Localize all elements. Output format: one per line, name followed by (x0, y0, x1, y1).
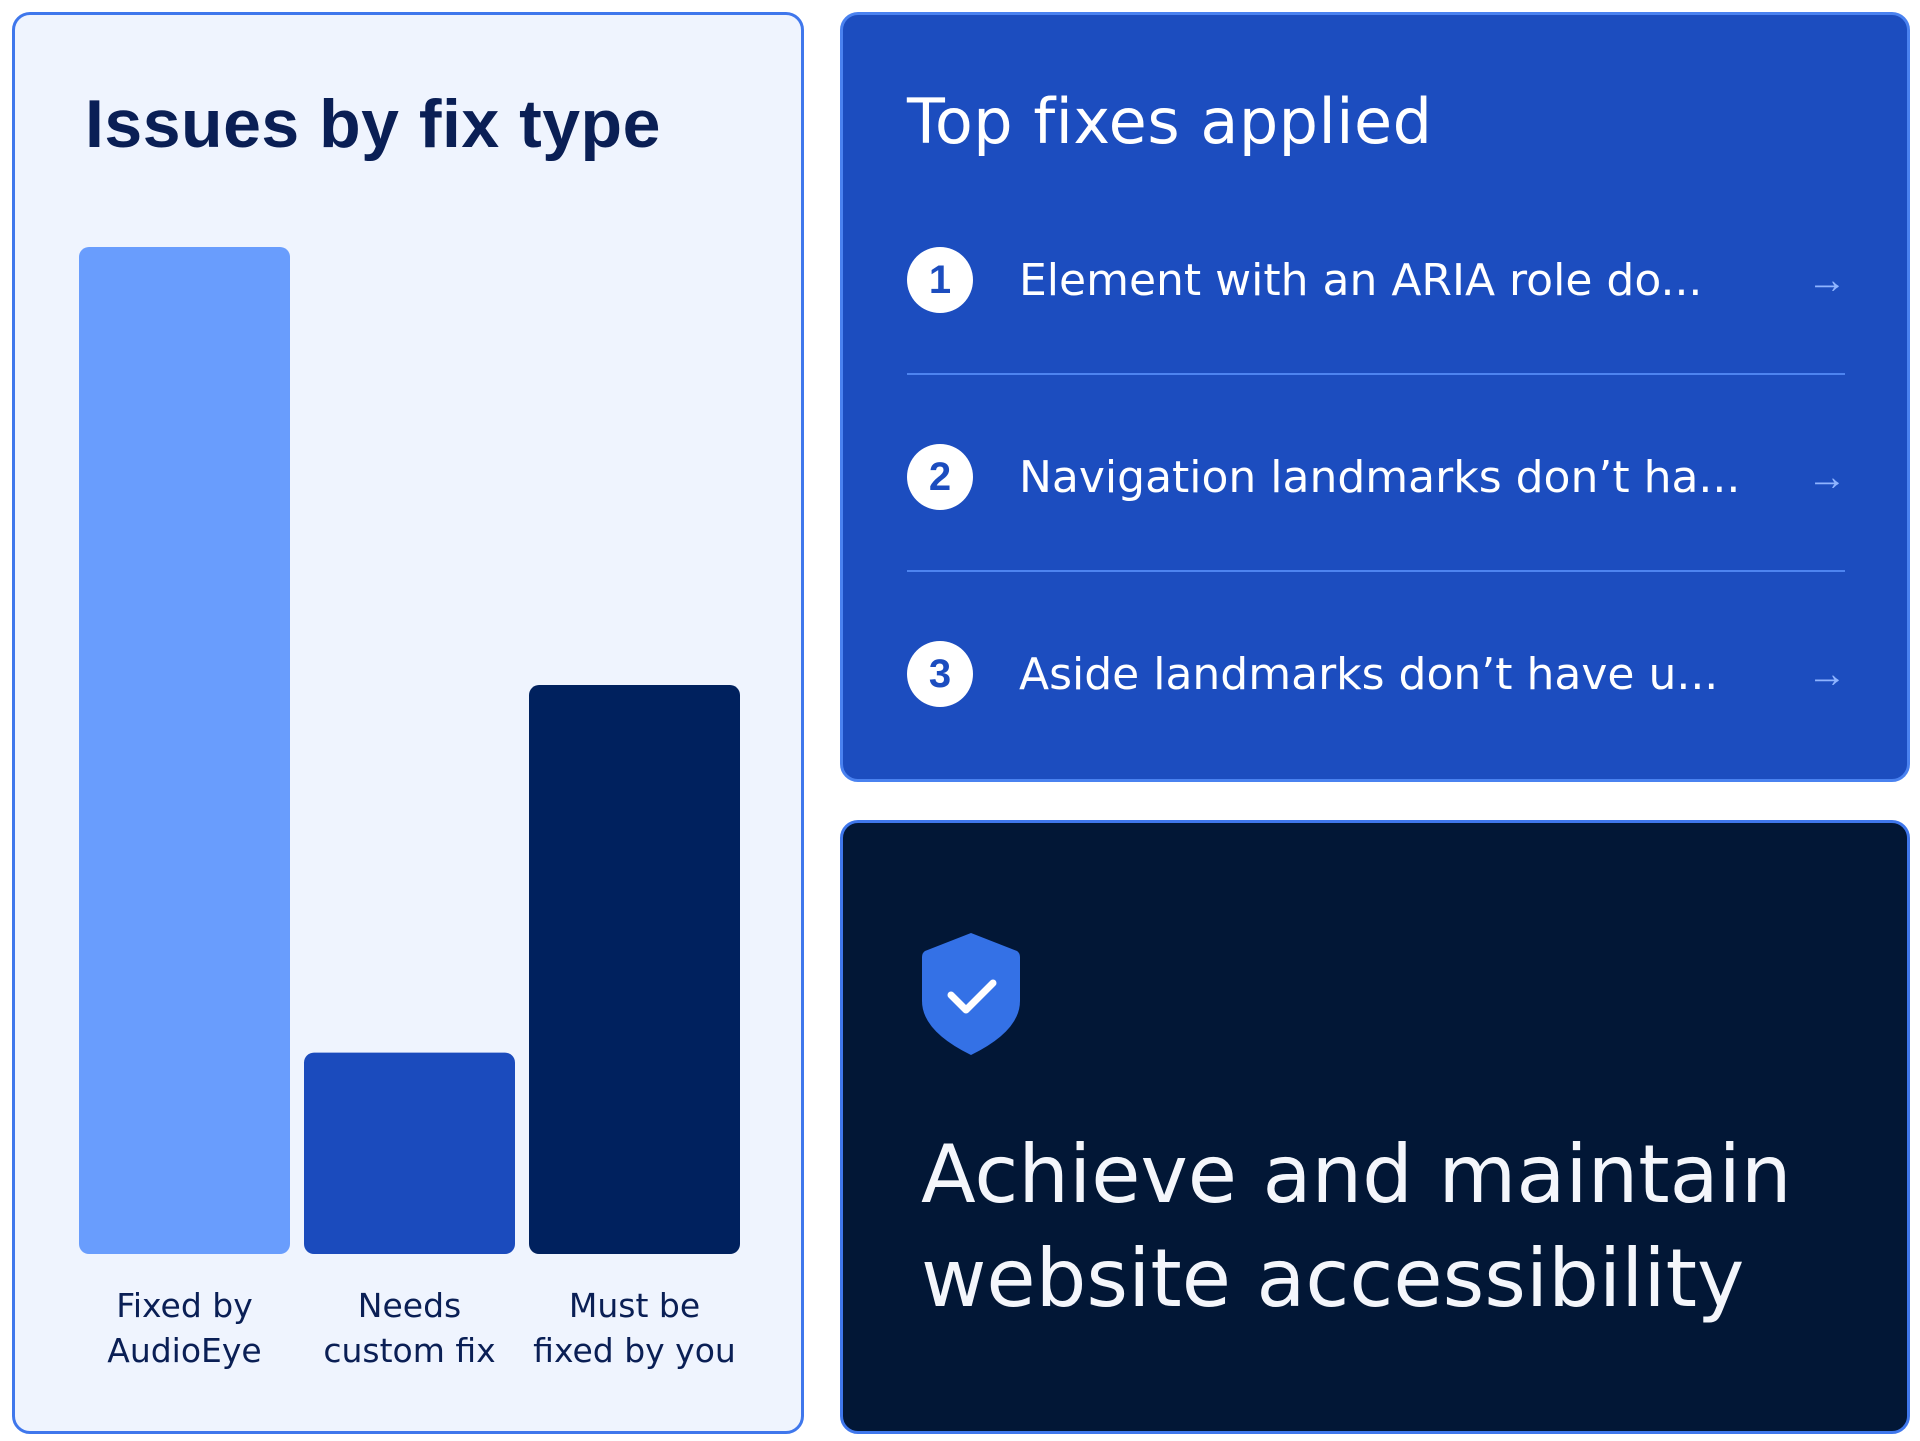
number-badge: 3 (907, 641, 973, 707)
bar-chart (79, 247, 740, 1254)
headline-line-1: Achieve and maintain (921, 1128, 1792, 1221)
x-tick-label-line: custom fix (323, 1331, 496, 1370)
headline-line-2: website accessibility (921, 1232, 1745, 1325)
x-tick-label: Needs custom fix (295, 1283, 525, 1373)
top-fixes-card: Top fixes applied 1 Element with an ARIA… (840, 12, 1910, 782)
arrow-right-icon[interactable]: → (1807, 651, 1847, 696)
fix-item-3[interactable]: 3 Aside landmarks don’t have u... → (907, 634, 1847, 714)
arrow-right-icon[interactable]: → (1807, 454, 1847, 499)
fix-label: Element with an ARIA role do... (1019, 254, 1703, 306)
number-badge: 1 (907, 247, 973, 313)
issues-by-fix-type-card: Issues by fix type Fixed by AudioEye Needs… (12, 12, 804, 1434)
arrow-right-icon[interactable]: → (1807, 257, 1847, 302)
bar-2 (304, 1052, 515, 1254)
divider (907, 570, 1845, 572)
x-tick-label-line: fixed by you (533, 1331, 736, 1370)
fix-label: Aside landmarks don’t have u... (1019, 648, 1719, 700)
number-badge: 2 (907, 444, 973, 510)
x-tick-label-line: Fixed by (116, 1286, 253, 1325)
fix-item-1[interactable]: 1 Element with an ARIA role do... → (907, 240, 1847, 320)
divider (907, 373, 1845, 375)
x-tick-label-line: Needs (357, 1286, 462, 1325)
bar-1 (79, 247, 290, 1254)
x-tick-label: Must be fixed by you (520, 1283, 750, 1373)
top-fixes-title: Top fixes applied (907, 85, 1433, 158)
fix-item-2[interactable]: 2 Navigation landmarks don’t ha... → (907, 437, 1847, 517)
shield-check-icon (922, 933, 1020, 1055)
x-tick-label-line: Must be (568, 1286, 701, 1325)
x-tick-label-line: AudioEye (107, 1331, 262, 1370)
bar-3 (529, 685, 740, 1254)
x-tick-label: Fixed by AudioEye (70, 1283, 300, 1373)
chart-title: Issues by fix type (85, 86, 661, 162)
promo-headline: Achieve and maintain website accessibili… (921, 1123, 1792, 1331)
fix-label: Navigation landmarks don’t ha... (1019, 451, 1741, 503)
promo-card: Achieve and maintain website accessibili… (840, 820, 1910, 1434)
